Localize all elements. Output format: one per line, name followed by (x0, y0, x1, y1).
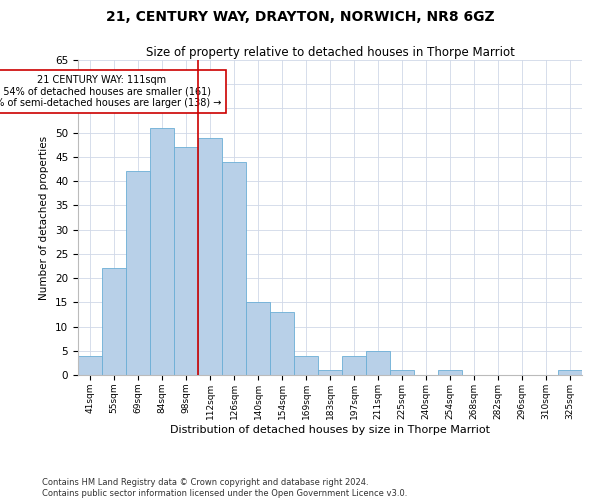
Bar (270, 312, 294, 375)
X-axis label: Distribution of detached houses by size in Thorpe Marriot: Distribution of detached houses by size … (170, 424, 490, 434)
Bar (198, 138, 222, 375)
Bar (102, 268, 126, 375)
Bar (294, 356, 318, 375)
Text: 21, CENTURY WAY, DRAYTON, NORWICH, NR8 6GZ: 21, CENTURY WAY, DRAYTON, NORWICH, NR8 6… (106, 10, 494, 24)
Bar (222, 162, 246, 375)
Bar (126, 172, 150, 375)
Bar (342, 356, 366, 375)
Text: Contains HM Land Registry data © Crown copyright and database right 2024.
Contai: Contains HM Land Registry data © Crown c… (42, 478, 407, 498)
Text: 21 CENTURY WAY: 111sqm
← 54% of detached houses are smaller (161)
46% of semi-de: 21 CENTURY WAY: 111sqm ← 54% of detached… (0, 74, 221, 108)
Bar (366, 351, 390, 375)
Title: Size of property relative to detached houses in Thorpe Marriot: Size of property relative to detached ho… (146, 46, 514, 59)
Bar (78, 356, 102, 375)
Bar (558, 370, 582, 375)
Y-axis label: Number of detached properties: Number of detached properties (40, 136, 49, 300)
Bar (318, 370, 342, 375)
Bar (150, 128, 174, 375)
Bar (438, 370, 462, 375)
Bar (390, 370, 414, 375)
Bar (246, 302, 270, 375)
Bar (174, 147, 198, 375)
